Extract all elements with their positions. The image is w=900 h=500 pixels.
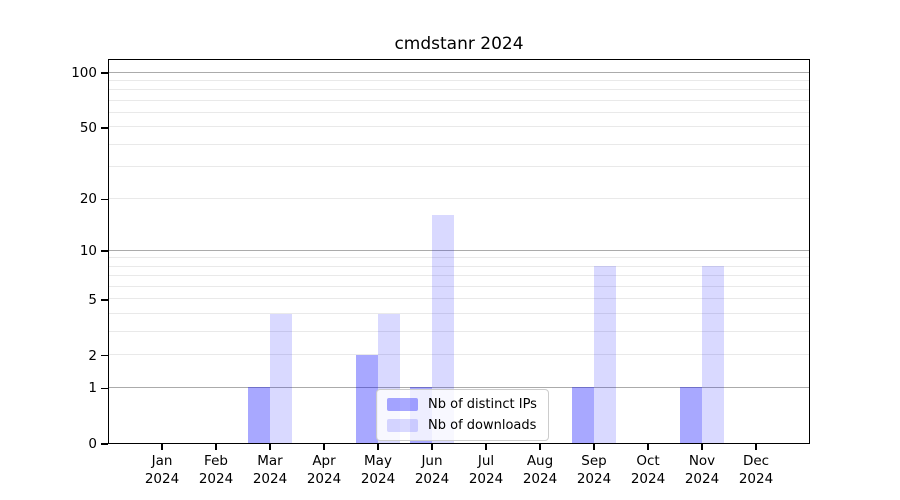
x-tick-oct [647,444,649,450]
y-tick-10 [101,250,108,252]
gridline-3 [109,331,809,333]
x-tick-label-feb: Feb 2024 [198,453,234,487]
gridline-20 [109,197,809,199]
grid-layer [109,60,809,443]
y-tick-label-50: 50 [79,119,97,136]
chart-title: cmdstanr 2024 [394,34,524,54]
gridline-100 [109,71,809,73]
x-tick-label-jun: Jun 2024 [414,453,450,487]
y-tick-label-100: 100 [71,65,97,81]
gridline-5 [109,298,809,300]
y-tick-label-2: 2 [88,347,97,364]
y-tick-100 [101,72,108,74]
x-tick-label-oct: Oct 2024 [630,453,666,487]
legend-label-downloads: Nb of downloads [428,418,537,433]
x-tick-label-apr: Apr 2024 [306,453,342,487]
bar-distinct-ips-mar [247,387,270,443]
x-tick-label-mar: Mar 2024 [252,453,288,487]
y-tick-label-10: 10 [79,243,97,260]
x-tick-jun [431,444,433,450]
x-tick-jan [161,444,163,450]
plot-area: Nb of distinct IPs Nb of downloads [108,59,810,444]
legend-swatch-distinct-ips [387,398,418,411]
legend-item-distinct-ips: Nb of distinct IPs [387,397,537,412]
x-tick-label-dec: Dec 2024 [738,453,774,487]
legend-item-downloads: Nb of downloads [387,418,537,433]
gridline-50 [109,126,809,128]
y-tick-1 [101,387,108,390]
gridline-4 [109,313,809,315]
bar-downloads-sep [593,266,616,443]
x-tick-mar [269,444,271,450]
y-tick-label-5: 5 [88,291,97,308]
bar-layer [109,60,809,443]
x-tick-label-jan: Jan 2024 [144,453,180,487]
y-tick-20 [101,198,108,200]
gridline-70 [109,99,809,101]
x-tick-aug [539,444,541,450]
x-tick-sep [593,444,595,450]
gridline-10 [109,249,809,251]
x-tick-may [377,444,379,450]
gridline-1 [109,386,809,388]
y-tick-label-20: 20 [79,191,97,208]
x-tick-apr [323,444,325,450]
legend-label-distinct-ips: Nb of distinct IPs [428,397,537,412]
x-tick-label-jul: Jul 2024 [468,453,504,487]
gridline-6 [109,286,809,288]
bar-distinct-ips-may [355,354,378,443]
x-tick-dec [755,444,757,450]
y-tick-2 [101,354,108,357]
legend-swatch-downloads [387,419,418,432]
gridline-80 [109,89,809,91]
legend: Nb of distinct IPs Nb of downloads [376,389,549,441]
bar-distinct-ips-sep [571,387,594,443]
gridline-30 [109,166,809,168]
gridline-9 [109,257,809,259]
x-tick-label-nov: Nov 2024 [684,453,720,487]
x-tick-label-aug: Aug 2024 [522,453,558,487]
gridline-8 [109,265,809,267]
x-tick-label-sep: Sep 2024 [576,453,612,487]
gridline-2 [109,354,809,356]
x-tick-label-may: May 2024 [360,453,396,487]
y-tick-label-0: 0 [88,436,97,452]
gridline-90 [109,79,809,81]
y-tick-0 [101,443,108,445]
bar-downloads-nov [701,266,724,443]
y-tick-label-1: 1 [88,380,97,397]
y-tick-50 [101,127,108,129]
bar-distinct-ips-nov [679,387,702,443]
x-tick-feb [215,444,217,450]
x-tick-nov [701,444,703,450]
x-tick-jul [485,444,487,450]
bar-downloads-jun [431,215,454,443]
y-tick-5 [101,299,108,301]
gridline-7 [109,275,809,277]
bar-downloads-mar [269,313,292,443]
gridline-60 [109,112,809,114]
gridline-40 [109,143,809,145]
